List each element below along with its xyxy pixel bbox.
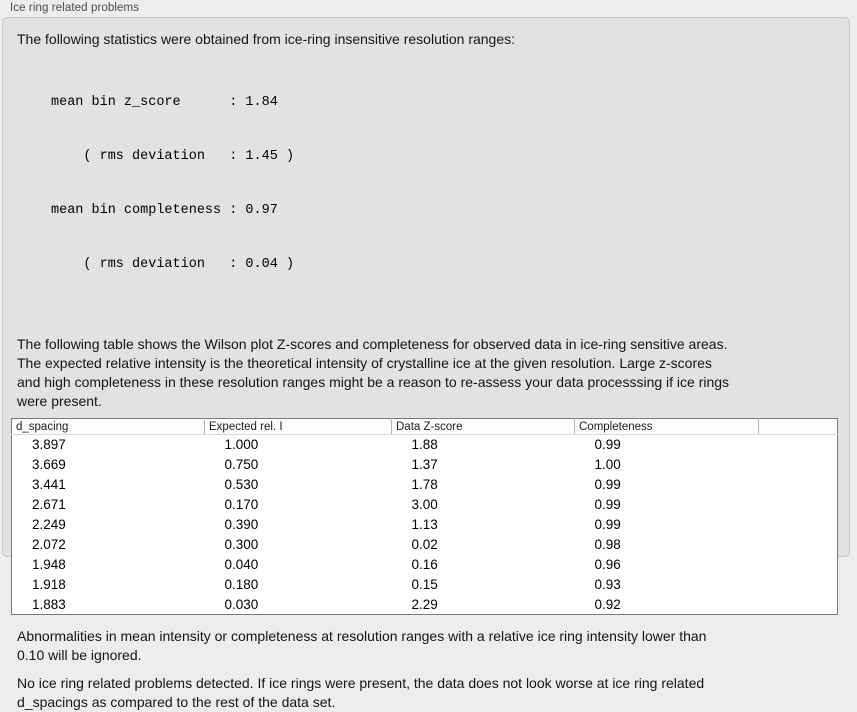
table-cell: 2.072 <box>32 537 66 552</box>
stat-line-z-score-rms: ( rms deviation : 1.45 ) <box>51 149 295 164</box>
table-cell: 0.99 <box>594 477 621 492</box>
table-cell: 0.99 <box>594 437 621 453</box>
intro-text: The following statistics were obtained f… <box>17 31 516 47</box>
table-cell: 1.88 <box>411 437 438 453</box>
description-line: The following table shows the Wilson plo… <box>17 336 728 352</box>
footnote-line: 0.10 will be ignored. <box>17 647 142 663</box>
table-cell: 0.390 <box>224 517 259 532</box>
table-cell: 1.883 <box>32 596 66 612</box>
column-header-completeness[interactable]: Completeness <box>574 418 759 435</box>
table-cell: 1.918 <box>32 577 66 592</box>
table-cell: 0.96 <box>594 557 621 572</box>
table-row[interactable]: 3.669 0.750 1.37 1.00 <box>12 455 838 475</box>
table-cell: 1.000 <box>224 437 259 453</box>
table-row[interactable]: 1.948 0.040 0.16 0.96 <box>12 555 838 575</box>
table-cell: 2.249 <box>32 517 66 532</box>
table-cell: 1.00 <box>594 457 621 472</box>
column-header-data-z-score[interactable]: Data Z-score <box>391 418 575 435</box>
table-cell: 0.750 <box>224 457 259 472</box>
table-cell: 3.00 <box>411 497 438 512</box>
table-cell <box>759 575 838 595</box>
footnote-text: Abnormalities in mean intensity or compl… <box>17 627 837 665</box>
table-cell: 1.948 <box>32 557 66 572</box>
table-cell: 2.29 <box>411 596 438 612</box>
table-cell: 0.170 <box>224 497 259 512</box>
table-body: 3.897 1.000 1.88 0.99 3.669 0.750 1.37 1.00 3.44… <box>12 435 838 615</box>
conclusion-line: d_spacings as compared to the rest of th… <box>17 694 336 710</box>
table-row[interactable]: 1.918 0.180 0.15 0.93 <box>12 575 838 595</box>
table-cell: 0.98 <box>594 537 621 552</box>
table-cell: 0.530 <box>224 477 259 492</box>
stat-line-mean-completeness: mean bin completeness : 0.97 <box>51 203 278 218</box>
table-row[interactable]: 3.441 0.530 1.78 0.99 <box>12 475 838 495</box>
table-row[interactable]: 2.671 0.170 3.00 0.99 <box>12 495 838 515</box>
table-row[interactable]: 2.072 0.300 0.02 0.98 <box>12 535 838 555</box>
table-cell: 1.13 <box>411 517 438 532</box>
table-cell: 0.99 <box>594 517 621 532</box>
description-line: and high completeness in these resolutio… <box>17 374 730 390</box>
table-row[interactable]: 1.883 0.030 2.29 0.92 <box>12 595 838 615</box>
footnote-line: Abnormalities in mean intensity or compl… <box>17 628 707 644</box>
table-cell <box>759 555 838 575</box>
table-cell: 0.02 <box>411 537 438 552</box>
conclusion-line: No ice ring related problems detected. I… <box>17 675 705 691</box>
description-line: The expected relative intensity is the t… <box>17 355 712 371</box>
table-cell <box>759 495 838 515</box>
description-line: were present. <box>17 393 102 409</box>
table-cell <box>759 435 838 455</box>
table-cell: 3.897 <box>32 437 66 453</box>
table-row[interactable]: 2.249 0.390 1.13 0.99 <box>12 515 838 535</box>
stats-block: mean bin z_score : 1.84 ( rms deviation … <box>51 58 849 310</box>
column-header-expected-rel-i[interactable]: Expected rel. I <box>204 418 392 435</box>
table-cell: 0.93 <box>594 577 621 592</box>
table-cell: 0.16 <box>411 557 438 572</box>
table-row[interactable]: 3.897 1.000 1.88 0.99 <box>12 435 838 455</box>
table-cell: 0.030 <box>224 596 259 612</box>
table-cell: 3.669 <box>32 457 66 472</box>
table-cell <box>759 535 838 555</box>
ice-ring-table[interactable]: d_spacing Expected rel. I Data Z-score C… <box>11 418 838 615</box>
table-cell <box>759 595 838 615</box>
stat-line-mean-z-score: mean bin z_score : 1.84 <box>51 95 278 110</box>
table-cell <box>759 515 838 535</box>
table-cell: 2.671 <box>32 497 66 512</box>
stat-line-completeness-rms: ( rms deviation : 0.04 ) <box>51 257 295 272</box>
table-cell: 1.78 <box>411 477 438 492</box>
table-cell: 1.37 <box>411 457 438 472</box>
table-cell: 0.99 <box>594 497 621 512</box>
table-cell: 0.92 <box>594 596 621 612</box>
table-header-row: d_spacing Expected rel. I Data Z-score C… <box>11 418 838 435</box>
table-cell <box>759 455 838 475</box>
conclusion-text: No ice ring related problems detected. I… <box>17 674 837 712</box>
table-cell: 0.180 <box>224 577 259 592</box>
table-cell <box>759 475 838 495</box>
table-cell: 3.441 <box>32 477 66 492</box>
table-cell: 0.15 <box>411 577 438 592</box>
table-description: The following table shows the Wilson plo… <box>17 335 837 411</box>
ice-ring-report-panel: The following statistics were obtained f… <box>2 17 850 710</box>
column-header-empty <box>758 418 838 435</box>
table-cell: 0.040 <box>224 557 259 572</box>
group-box-label: Ice ring related problems <box>10 2 140 14</box>
column-header-d-spacing[interactable]: d_spacing <box>11 418 205 435</box>
table-cell: 0.300 <box>224 537 259 552</box>
